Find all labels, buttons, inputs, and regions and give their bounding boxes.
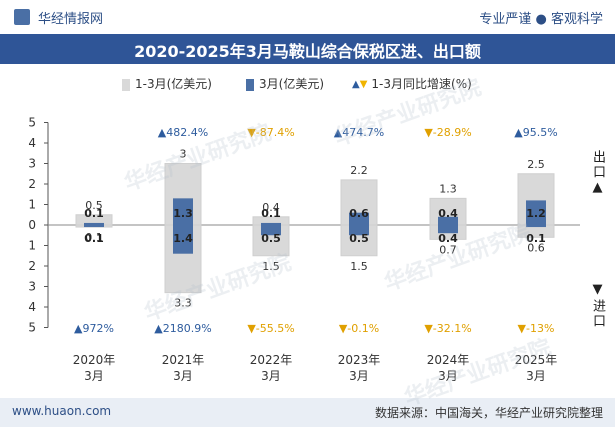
chart-svg: 543210123450.50.10.10.1▲972%2020年3月33.31… bbox=[28, 116, 580, 383]
legend-label-growth: 1-3月同比增速(%) bbox=[371, 77, 472, 91]
total-import-label: 3.3 bbox=[174, 297, 192, 310]
y-tick-label: 0 bbox=[28, 218, 36, 232]
legend-up-triangle-icon: ▲ bbox=[352, 79, 360, 90]
x-category-label: 3月 bbox=[526, 369, 546, 383]
month-export-label: 0.1 bbox=[261, 207, 281, 220]
y-tick-label: 2 bbox=[28, 177, 36, 191]
legend-label-month: 3月(亿美元) bbox=[259, 77, 324, 91]
export-growth-label: ▼-87.4% bbox=[247, 126, 294, 139]
x-category-label: 2022年 bbox=[250, 353, 293, 367]
month-export-bar bbox=[84, 222, 104, 225]
month-import-label: 1.4 bbox=[173, 232, 193, 245]
export-growth-label: ▲474.7% bbox=[334, 126, 384, 139]
x-category-label: 3月 bbox=[84, 369, 104, 383]
legend-item-total: 1-3月(亿美元) bbox=[122, 75, 212, 92]
y-tick-label: 4 bbox=[28, 300, 36, 314]
total-import-label: 0.6 bbox=[527, 241, 545, 254]
month-export-label: 1.3 bbox=[173, 207, 193, 220]
y-tick-label: 1 bbox=[28, 239, 36, 253]
huajing-logo-icon bbox=[14, 9, 30, 25]
total-export-label: 1.3 bbox=[439, 182, 457, 195]
legend-down-triangle-icon: ▼ bbox=[359, 79, 368, 90]
y-tick-label: 3 bbox=[28, 157, 36, 171]
legend-item-growth: ▲▼ 1-3月同比增速(%) bbox=[352, 75, 472, 92]
x-category-label: 3月 bbox=[173, 369, 193, 383]
total-import-label: 1.5 bbox=[350, 260, 368, 273]
total-export-label: 0.5 bbox=[85, 199, 103, 212]
legend-swatch-month bbox=[246, 78, 254, 91]
header-slogan: 专业严谨 ● 客观科学 bbox=[479, 12, 603, 27]
month-import-bar bbox=[438, 225, 458, 234]
import-growth-label: ▼-0.1% bbox=[339, 322, 379, 335]
x-category-label: 2021年 bbox=[162, 353, 205, 367]
export-side-label: 出口▲ bbox=[590, 150, 605, 197]
month-export-label: 0.1 bbox=[84, 207, 104, 220]
export-growth-label: ▲482.4% bbox=[158, 126, 208, 139]
y-tick-label: 5 bbox=[28, 321, 36, 335]
x-category-label: 2024年 bbox=[427, 353, 470, 367]
legend: 1-3月(亿美元) 3月(亿美元) ▲▼ 1-3月同比增速(%) bbox=[0, 72, 615, 94]
month-export-bar bbox=[526, 200, 546, 225]
import-growth-label: ▼-32.1% bbox=[424, 322, 471, 335]
import-side-label: ▼进口 bbox=[590, 282, 605, 329]
legend-label-total: 1-3月(亿美元) bbox=[135, 77, 212, 91]
import-growth-label: ▲2180.9% bbox=[154, 322, 211, 335]
header: 华经情报网 专业严谨 ● 客观科学 bbox=[0, 0, 615, 34]
import-growth-label: ▼-13% bbox=[518, 322, 555, 335]
logo-text: 华经情报网 bbox=[38, 12, 104, 27]
month-export-label: 1.2 bbox=[526, 207, 546, 220]
total-export-label: 0.4 bbox=[262, 201, 280, 214]
chart-title: 2020-2025年3月马鞍山综合保税区进、出口额 bbox=[134, 42, 481, 61]
x-category-label: 2025年 bbox=[515, 353, 558, 367]
total-export-label: 2.5 bbox=[527, 158, 545, 171]
title-bar: 2020-2025年3月马鞍山综合保税区进、出口额 bbox=[0, 34, 615, 64]
month-import-label: 0.1 bbox=[84, 232, 104, 245]
y-tick-label: 3 bbox=[28, 280, 36, 294]
total-export-label: 2.2 bbox=[350, 164, 368, 177]
month-export-bar bbox=[261, 222, 281, 225]
y-tick-label: 2 bbox=[28, 259, 36, 273]
y-tick-label: 4 bbox=[28, 136, 36, 150]
import-growth-label: ▲972% bbox=[74, 322, 114, 335]
x-category-label: 2020年 bbox=[73, 353, 116, 367]
month-import-bar bbox=[84, 225, 104, 228]
month-export-label: 0.6 bbox=[349, 207, 369, 220]
legend-swatch-total bbox=[122, 78, 130, 91]
month-import-bar bbox=[349, 225, 369, 236]
month-export-bar bbox=[173, 198, 193, 225]
footer: www.huaon.com 数据来源：中国海关，华经产业研究院整理 bbox=[0, 398, 615, 427]
month-export-bar bbox=[438, 216, 458, 225]
x-category-label: 3月 bbox=[349, 369, 369, 383]
month-import-label: 0.5 bbox=[261, 232, 281, 245]
y-tick-label: 5 bbox=[28, 116, 36, 130]
y-tick-label: 1 bbox=[28, 198, 36, 212]
month-export-label: 0.4 bbox=[438, 207, 458, 220]
import-growth-label: ▼-55.5% bbox=[247, 322, 294, 335]
month-import-bar bbox=[173, 225, 193, 254]
export-growth-label: ▲95.5% bbox=[514, 126, 557, 139]
month-import-bar bbox=[526, 225, 546, 228]
export-growth-label: ▼-28.9% bbox=[424, 126, 471, 139]
footer-source: 数据来源：中国海关，华经产业研究院整理 bbox=[374, 406, 603, 420]
footer-website: www.huaon.com bbox=[12, 404, 112, 418]
total-import-label: 1.5 bbox=[262, 260, 280, 273]
x-category-label: 2023年 bbox=[338, 353, 381, 367]
x-category-label: 3月 bbox=[261, 369, 281, 383]
month-import-label: 0.1 bbox=[526, 232, 546, 245]
month-export-bar bbox=[349, 212, 369, 225]
total-import-label: 0.1 bbox=[85, 231, 103, 244]
month-import-label: 0.5 bbox=[349, 232, 369, 245]
month-import-bar bbox=[261, 225, 281, 236]
total-export-label: 3 bbox=[180, 148, 187, 161]
month-import-label: 0.4 bbox=[438, 232, 458, 245]
x-category-label: 3月 bbox=[438, 369, 458, 383]
total-import-label: 0.7 bbox=[439, 243, 457, 256]
legend-item-month: 3月(亿美元) bbox=[246, 75, 324, 92]
